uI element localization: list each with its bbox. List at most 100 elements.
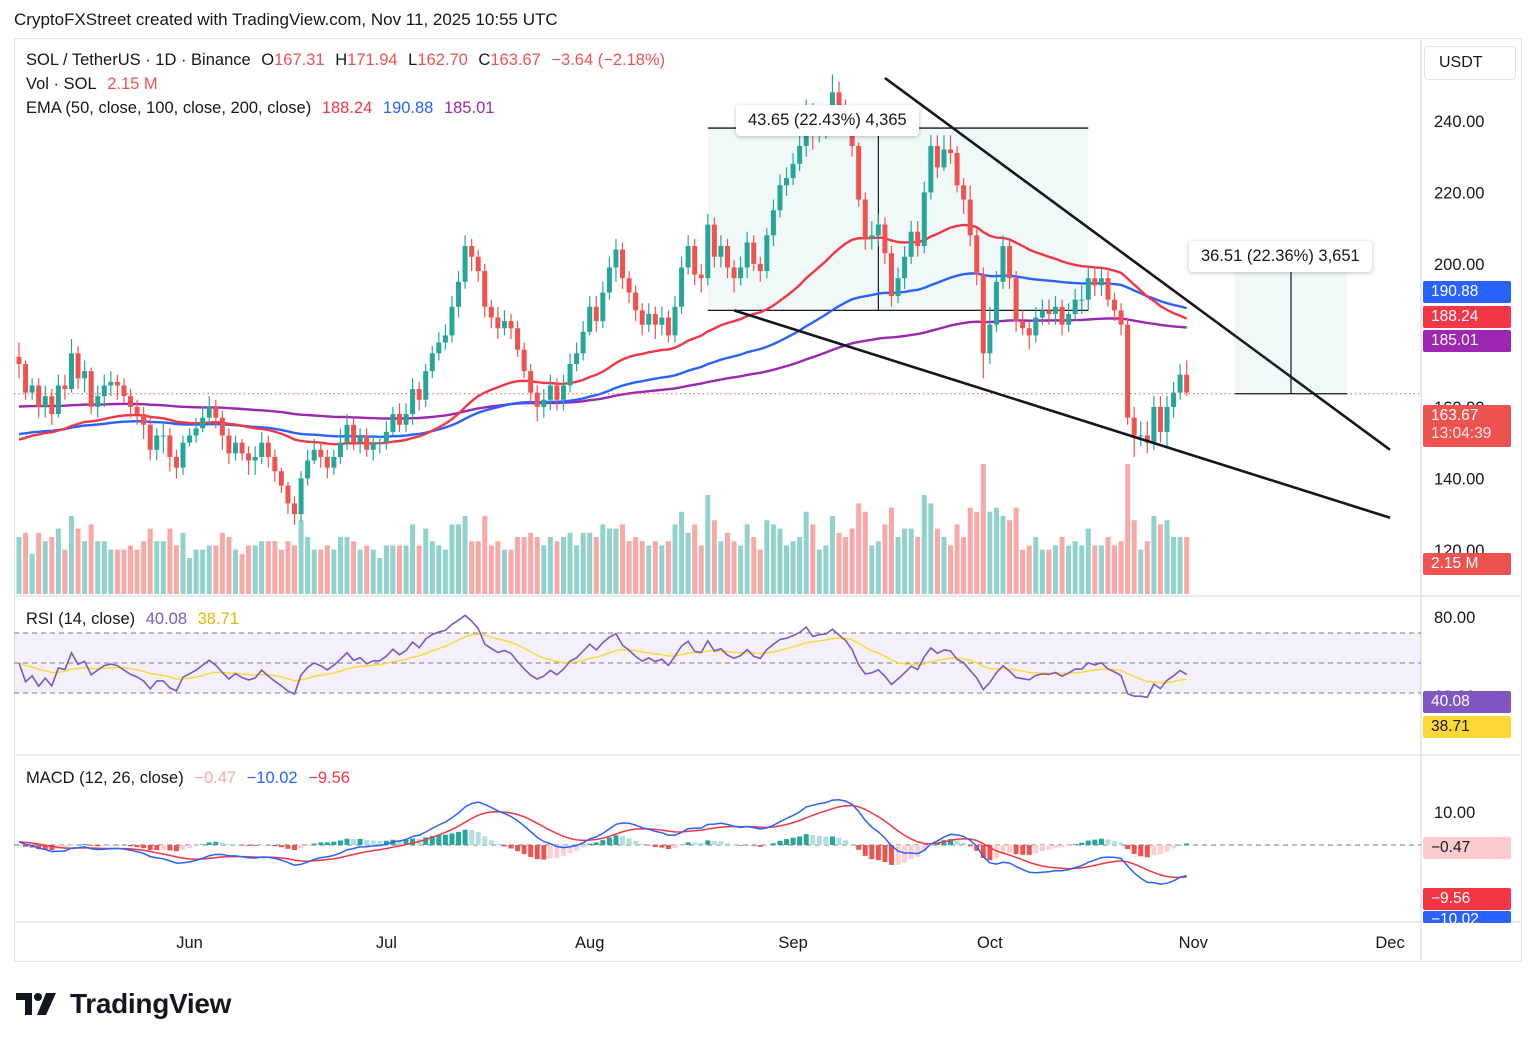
legend-macd-signal: −9.56 bbox=[308, 769, 350, 787]
candle-body bbox=[961, 185, 967, 200]
candle-body bbox=[1092, 278, 1098, 286]
candle-body bbox=[534, 392, 540, 407]
volume-bar bbox=[980, 464, 986, 594]
volume-bar bbox=[357, 549, 363, 594]
macd-histogram-bar bbox=[187, 845, 193, 849]
volume-bar bbox=[226, 537, 232, 594]
volume-bar bbox=[515, 537, 521, 594]
volume-bar bbox=[731, 541, 737, 594]
candle-body bbox=[895, 278, 901, 297]
volume-bar bbox=[915, 537, 921, 594]
candle-body bbox=[311, 449, 317, 461]
macd-histogram-bar bbox=[1026, 845, 1032, 855]
volume-bar bbox=[206, 545, 212, 594]
volume-bar bbox=[410, 524, 416, 594]
candle-body bbox=[685, 246, 691, 268]
macd-histogram-bar bbox=[724, 842, 730, 845]
volume-bar bbox=[875, 541, 881, 594]
badge-ema50: 188.24 bbox=[1423, 306, 1511, 328]
volume-bar bbox=[1079, 545, 1085, 594]
candle-body bbox=[1157, 406, 1163, 432]
candle-body bbox=[324, 456, 330, 468]
macd-histogram-bar bbox=[665, 845, 671, 850]
chart-header: CryptoFXStreet created with TradingView.… bbox=[14, 10, 558, 29]
volume-bar bbox=[521, 537, 527, 594]
macd-histogram-bar bbox=[521, 845, 527, 855]
macd-line bbox=[18, 799, 1187, 885]
macd-histogram-bar bbox=[659, 845, 665, 848]
volume-bar bbox=[836, 532, 842, 594]
candle-body bbox=[364, 435, 370, 450]
badge-macd-hist: −0.47 bbox=[1423, 837, 1511, 859]
macd-histogram-bar bbox=[718, 841, 724, 845]
volume-bar bbox=[1013, 507, 1019, 594]
macd-histogram-bar bbox=[751, 845, 757, 846]
ema200-line bbox=[18, 317, 1187, 420]
currency-button[interactable]: USDT bbox=[1424, 46, 1516, 80]
macd-histogram-bar bbox=[324, 842, 330, 845]
chart-canvas[interactable]: 240.00220.00200.00180.00160.00140.00120.… bbox=[14, 38, 1522, 962]
candle-body bbox=[265, 442, 271, 457]
candle-body bbox=[36, 385, 42, 407]
candle-body bbox=[213, 406, 219, 418]
volume-bar bbox=[620, 524, 626, 594]
grid bbox=[14, 38, 1522, 962]
macd-histogram-bar bbox=[613, 835, 619, 845]
legend-change: −3.64 (−2.18%) bbox=[551, 51, 666, 69]
macd-histogram-bar bbox=[167, 845, 173, 851]
volume-bar bbox=[285, 541, 291, 594]
volume-bar bbox=[193, 549, 199, 594]
volume-bar bbox=[16, 537, 22, 594]
badge-rsi: 40.08 bbox=[1423, 691, 1511, 713]
candle-body bbox=[68, 353, 74, 390]
candle-body bbox=[1151, 406, 1157, 443]
volume-bar bbox=[1046, 549, 1052, 594]
volume-bar bbox=[600, 524, 606, 594]
macd-histogram-bar bbox=[180, 845, 186, 850]
legend-high-label: H bbox=[335, 51, 348, 69]
macd-histogram-bar bbox=[114, 844, 120, 846]
legend-symbol: SOL / TetherUS · 1D · Binance bbox=[26, 51, 251, 69]
volume-bar bbox=[810, 524, 816, 594]
legend-high: 171.94 bbox=[347, 51, 398, 69]
candle-body bbox=[856, 145, 862, 200]
macd-histogram-bar bbox=[685, 842, 691, 845]
candle-body bbox=[1072, 299, 1078, 314]
macd-histogram-bar bbox=[16, 845, 22, 846]
macd-histogram-bar bbox=[803, 834, 809, 845]
volume-bar bbox=[934, 528, 940, 594]
candle-body bbox=[154, 435, 160, 450]
macd-histogram-bar bbox=[364, 839, 370, 845]
macd-histogram-bar bbox=[757, 845, 763, 847]
candle-body bbox=[29, 385, 35, 393]
legend-close: 163.67 bbox=[490, 51, 541, 69]
candle-body bbox=[508, 321, 514, 329]
macd-histogram-bar bbox=[639, 843, 645, 845]
volume-bar bbox=[777, 528, 783, 594]
macd-histogram-bar bbox=[200, 844, 206, 845]
legend-ema: EMA (50, close, 100, close, 200, close) … bbox=[26, 99, 500, 118]
macd-histogram-bar bbox=[213, 841, 219, 845]
legend-low: 162.70 bbox=[417, 51, 468, 69]
price-tick-label: 220.00 bbox=[1434, 184, 1484, 202]
volume-bar bbox=[462, 516, 468, 594]
macd-histogram-bar bbox=[606, 837, 612, 845]
candle-body bbox=[1000, 246, 1006, 282]
tradingview-logo[interactable]: TradingView bbox=[16, 988, 231, 1020]
candle-body bbox=[318, 449, 324, 457]
macd-histogram-bar bbox=[1157, 845, 1163, 855]
volume-bar bbox=[593, 537, 599, 594]
ema100-line bbox=[18, 272, 1187, 439]
volume-bar bbox=[646, 545, 652, 594]
candle-body bbox=[1144, 435, 1150, 443]
macd-histogram-bar bbox=[134, 845, 140, 848]
volume-bar bbox=[724, 532, 730, 594]
volume-bar bbox=[1072, 541, 1078, 594]
volume-bar bbox=[606, 528, 612, 594]
candle-body bbox=[941, 149, 947, 168]
volume-bar bbox=[1052, 545, 1058, 594]
macd-histogram-bar bbox=[797, 836, 803, 845]
legend-macd-hist: −0.47 bbox=[194, 769, 237, 787]
candle-body bbox=[377, 442, 383, 444]
candle-body bbox=[679, 267, 685, 307]
